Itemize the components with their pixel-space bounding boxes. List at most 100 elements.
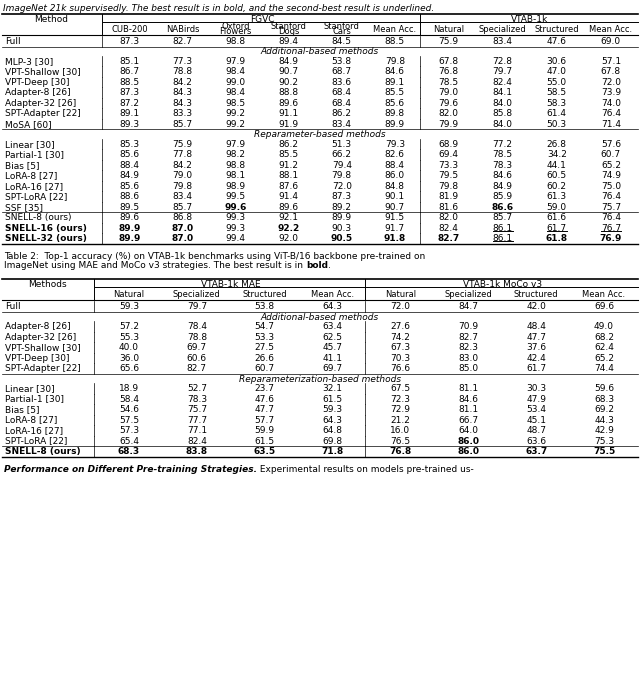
- Text: 87.3: 87.3: [120, 88, 140, 97]
- Text: 53.4: 53.4: [526, 405, 546, 414]
- Text: 84.6: 84.6: [493, 171, 513, 180]
- Text: 86.1: 86.1: [493, 234, 513, 243]
- Text: VTAB-1k MoCo v3: VTAB-1k MoCo v3: [463, 280, 542, 289]
- Text: 72.8: 72.8: [493, 56, 513, 65]
- Text: 79.9: 79.9: [438, 120, 458, 129]
- Text: 91.4: 91.4: [278, 192, 299, 201]
- Text: 54.6: 54.6: [119, 405, 139, 414]
- Text: 57.5: 57.5: [119, 415, 139, 424]
- Text: 78.3: 78.3: [493, 161, 513, 169]
- Text: Adapter-32 [26]: Adapter-32 [26]: [5, 99, 76, 107]
- Text: 92.1: 92.1: [278, 213, 299, 222]
- Text: 75.9: 75.9: [438, 37, 458, 45]
- Text: 87.6: 87.6: [278, 182, 299, 191]
- Text: 75.5: 75.5: [593, 447, 615, 456]
- Text: 88.4: 88.4: [120, 161, 140, 169]
- Text: LoRA-16 [27]: LoRA-16 [27]: [5, 426, 63, 435]
- Text: Bias [5]: Bias [5]: [5, 161, 40, 169]
- Text: 66.7: 66.7: [458, 415, 478, 424]
- Text: 42.9: 42.9: [594, 426, 614, 435]
- Text: 99.6: 99.6: [225, 203, 247, 212]
- Text: Partial-1 [30]: Partial-1 [30]: [5, 395, 64, 404]
- Text: 88.8: 88.8: [278, 88, 299, 97]
- Text: 60.2: 60.2: [547, 182, 567, 191]
- Text: 30.6: 30.6: [547, 56, 567, 65]
- Text: 81.1: 81.1: [458, 384, 478, 393]
- Text: 91.9: 91.9: [278, 120, 299, 129]
- Text: 79.8: 79.8: [385, 56, 405, 65]
- Text: 77.2: 77.2: [493, 140, 513, 149]
- Text: 87.0: 87.0: [172, 224, 194, 233]
- Text: 70.3: 70.3: [390, 353, 410, 362]
- Text: 87.0: 87.0: [172, 234, 194, 243]
- Text: 21.2: 21.2: [390, 415, 410, 424]
- Text: Natural: Natural: [433, 25, 464, 34]
- Text: 87.2: 87.2: [120, 99, 140, 107]
- Text: 61.5: 61.5: [255, 437, 275, 446]
- Text: 76.4: 76.4: [601, 192, 621, 201]
- Text: 85.9: 85.9: [493, 192, 513, 201]
- Text: bold: bold: [306, 261, 328, 270]
- Text: 70.9: 70.9: [458, 322, 478, 331]
- Text: 32.1: 32.1: [323, 384, 342, 393]
- Text: 91.1: 91.1: [278, 109, 299, 119]
- Text: 98.1: 98.1: [225, 171, 246, 180]
- Text: 54.7: 54.7: [255, 322, 275, 331]
- Text: 79.3: 79.3: [385, 140, 405, 149]
- Text: LoRA-16 [27]: LoRA-16 [27]: [5, 182, 63, 191]
- Text: 84.6: 84.6: [458, 395, 478, 404]
- Text: 69.7: 69.7: [187, 343, 207, 352]
- Text: 87.3: 87.3: [120, 37, 140, 45]
- Text: SNELL-8 (ours): SNELL-8 (ours): [5, 447, 81, 456]
- Text: 98.8: 98.8: [225, 161, 246, 169]
- Text: Oxford: Oxford: [221, 22, 250, 31]
- Text: Experimental results on models pre-trained us-: Experimental results on models pre-train…: [257, 465, 474, 474]
- Text: 79.6: 79.6: [438, 99, 458, 107]
- Text: 55.0: 55.0: [547, 78, 567, 87]
- Text: 84.2: 84.2: [173, 161, 193, 169]
- Text: 88.4: 88.4: [385, 161, 404, 169]
- Text: 98.9: 98.9: [225, 182, 246, 191]
- Text: 62.4: 62.4: [594, 343, 614, 352]
- Text: 58.5: 58.5: [547, 88, 567, 97]
- Text: 59.3: 59.3: [323, 405, 342, 414]
- Text: 84.9: 84.9: [278, 56, 299, 65]
- Text: VPT-Shallow [30]: VPT-Shallow [30]: [5, 68, 81, 76]
- Text: Additional-based methods: Additional-based methods: [261, 313, 379, 322]
- Text: 79.0: 79.0: [173, 171, 193, 180]
- Text: 84.3: 84.3: [173, 88, 193, 97]
- Text: 82.7: 82.7: [187, 364, 207, 373]
- Text: 91.7: 91.7: [385, 224, 405, 233]
- Text: 86.1: 86.1: [493, 224, 513, 233]
- Text: 69.6: 69.6: [594, 302, 614, 311]
- Text: 60.7: 60.7: [255, 364, 275, 373]
- Text: 67.8: 67.8: [601, 68, 621, 76]
- Text: 74.9: 74.9: [601, 171, 621, 180]
- Text: 79.7: 79.7: [493, 68, 513, 76]
- Text: 82.7: 82.7: [173, 37, 193, 45]
- Text: 99.2: 99.2: [226, 120, 246, 129]
- Text: 85.7: 85.7: [493, 213, 513, 222]
- Text: 75.7: 75.7: [601, 203, 621, 212]
- Text: 89.9: 89.9: [118, 224, 141, 233]
- Text: 89.1: 89.1: [120, 109, 140, 119]
- Text: Natural: Natural: [385, 290, 416, 299]
- Text: Full: Full: [5, 37, 20, 45]
- Text: 72.0: 72.0: [332, 182, 352, 191]
- Text: 84.0: 84.0: [493, 99, 513, 107]
- Text: Reparameter-based methods: Reparameter-based methods: [254, 130, 386, 139]
- Text: 77.8: 77.8: [173, 150, 193, 159]
- Text: 88.5: 88.5: [385, 37, 405, 45]
- Text: VPT-Shallow [30]: VPT-Shallow [30]: [5, 343, 81, 352]
- Text: 86.0: 86.0: [385, 171, 405, 180]
- Text: 47.7: 47.7: [526, 333, 546, 342]
- Text: 52.7: 52.7: [187, 384, 207, 393]
- Text: 84.0: 84.0: [493, 120, 513, 129]
- Text: 65.4: 65.4: [119, 437, 139, 446]
- Text: 69.8: 69.8: [323, 437, 342, 446]
- Text: Dogs: Dogs: [278, 27, 300, 36]
- Text: 51.3: 51.3: [332, 140, 352, 149]
- Text: 50.3: 50.3: [547, 120, 567, 129]
- Text: 86.2: 86.2: [278, 140, 299, 149]
- Text: FGVC: FGVC: [250, 14, 275, 23]
